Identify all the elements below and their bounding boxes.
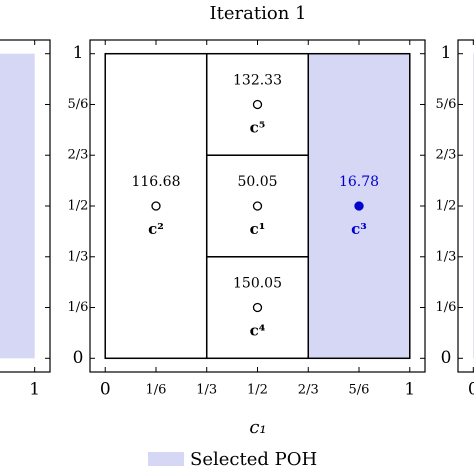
point-value: 150.05 — [233, 276, 282, 292]
y-tick-label: 1/3 — [436, 249, 457, 264]
point-value: 16.78 — [339, 174, 379, 190]
point — [252, 99, 263, 110]
y-tick-label: 1/6 — [68, 300, 89, 315]
point-name: c¹ — [250, 220, 266, 238]
point — [252, 302, 263, 313]
x-tick-label: 1 — [29, 380, 40, 400]
x-tick-label: 1 — [404, 380, 415, 400]
x-tick-label: 1/2 — [247, 383, 268, 398]
x-tick-label: 5/6 — [349, 383, 370, 398]
point-value: 116.68 — [131, 174, 180, 190]
point-name: c² — [148, 220, 164, 238]
y-tick-label: 1/2 — [436, 199, 457, 214]
y-tick-label: 1 — [73, 43, 84, 63]
title: Iteration 1 — [210, 3, 307, 24]
y-tick-label: 5/6 — [436, 97, 457, 112]
x-axis-label: c₁ — [249, 417, 266, 438]
y-tick-label: 0 — [441, 348, 452, 368]
y-tick-label: 1/6 — [436, 300, 457, 315]
point-name: c⁴ — [250, 322, 266, 340]
x-tick-label: 1/6 — [146, 383, 167, 398]
x-tick-label: 1/3 — [196, 383, 217, 398]
x-tick-label: 0 — [468, 380, 474, 400]
y-tick-label: 5/6 — [68, 97, 89, 112]
point — [354, 201, 364, 211]
y-tick-label: 1/3 — [68, 249, 89, 264]
x-tick-label: 2/3 — [298, 383, 319, 398]
y-tick-label: 1/2 — [68, 199, 89, 214]
y-tick-label: 0 — [73, 348, 84, 368]
selected-region — [0, 53, 35, 359]
y-tick-label: 2/3 — [436, 148, 457, 163]
x-tick-label: 0 — [100, 380, 111, 400]
point-name: c³ — [351, 220, 367, 238]
point-value: 50.05 — [237, 174, 277, 190]
point-name: c⁵ — [250, 118, 266, 136]
y-tick-label: 2/3 — [68, 148, 89, 163]
point — [252, 201, 263, 211]
y-tick-label: 1 — [441, 43, 452, 63]
legend-label: Selected POH — [190, 449, 317, 470]
point-value: 132.33 — [233, 72, 282, 88]
point — [151, 201, 161, 211]
legend-swatch — [148, 452, 184, 466]
